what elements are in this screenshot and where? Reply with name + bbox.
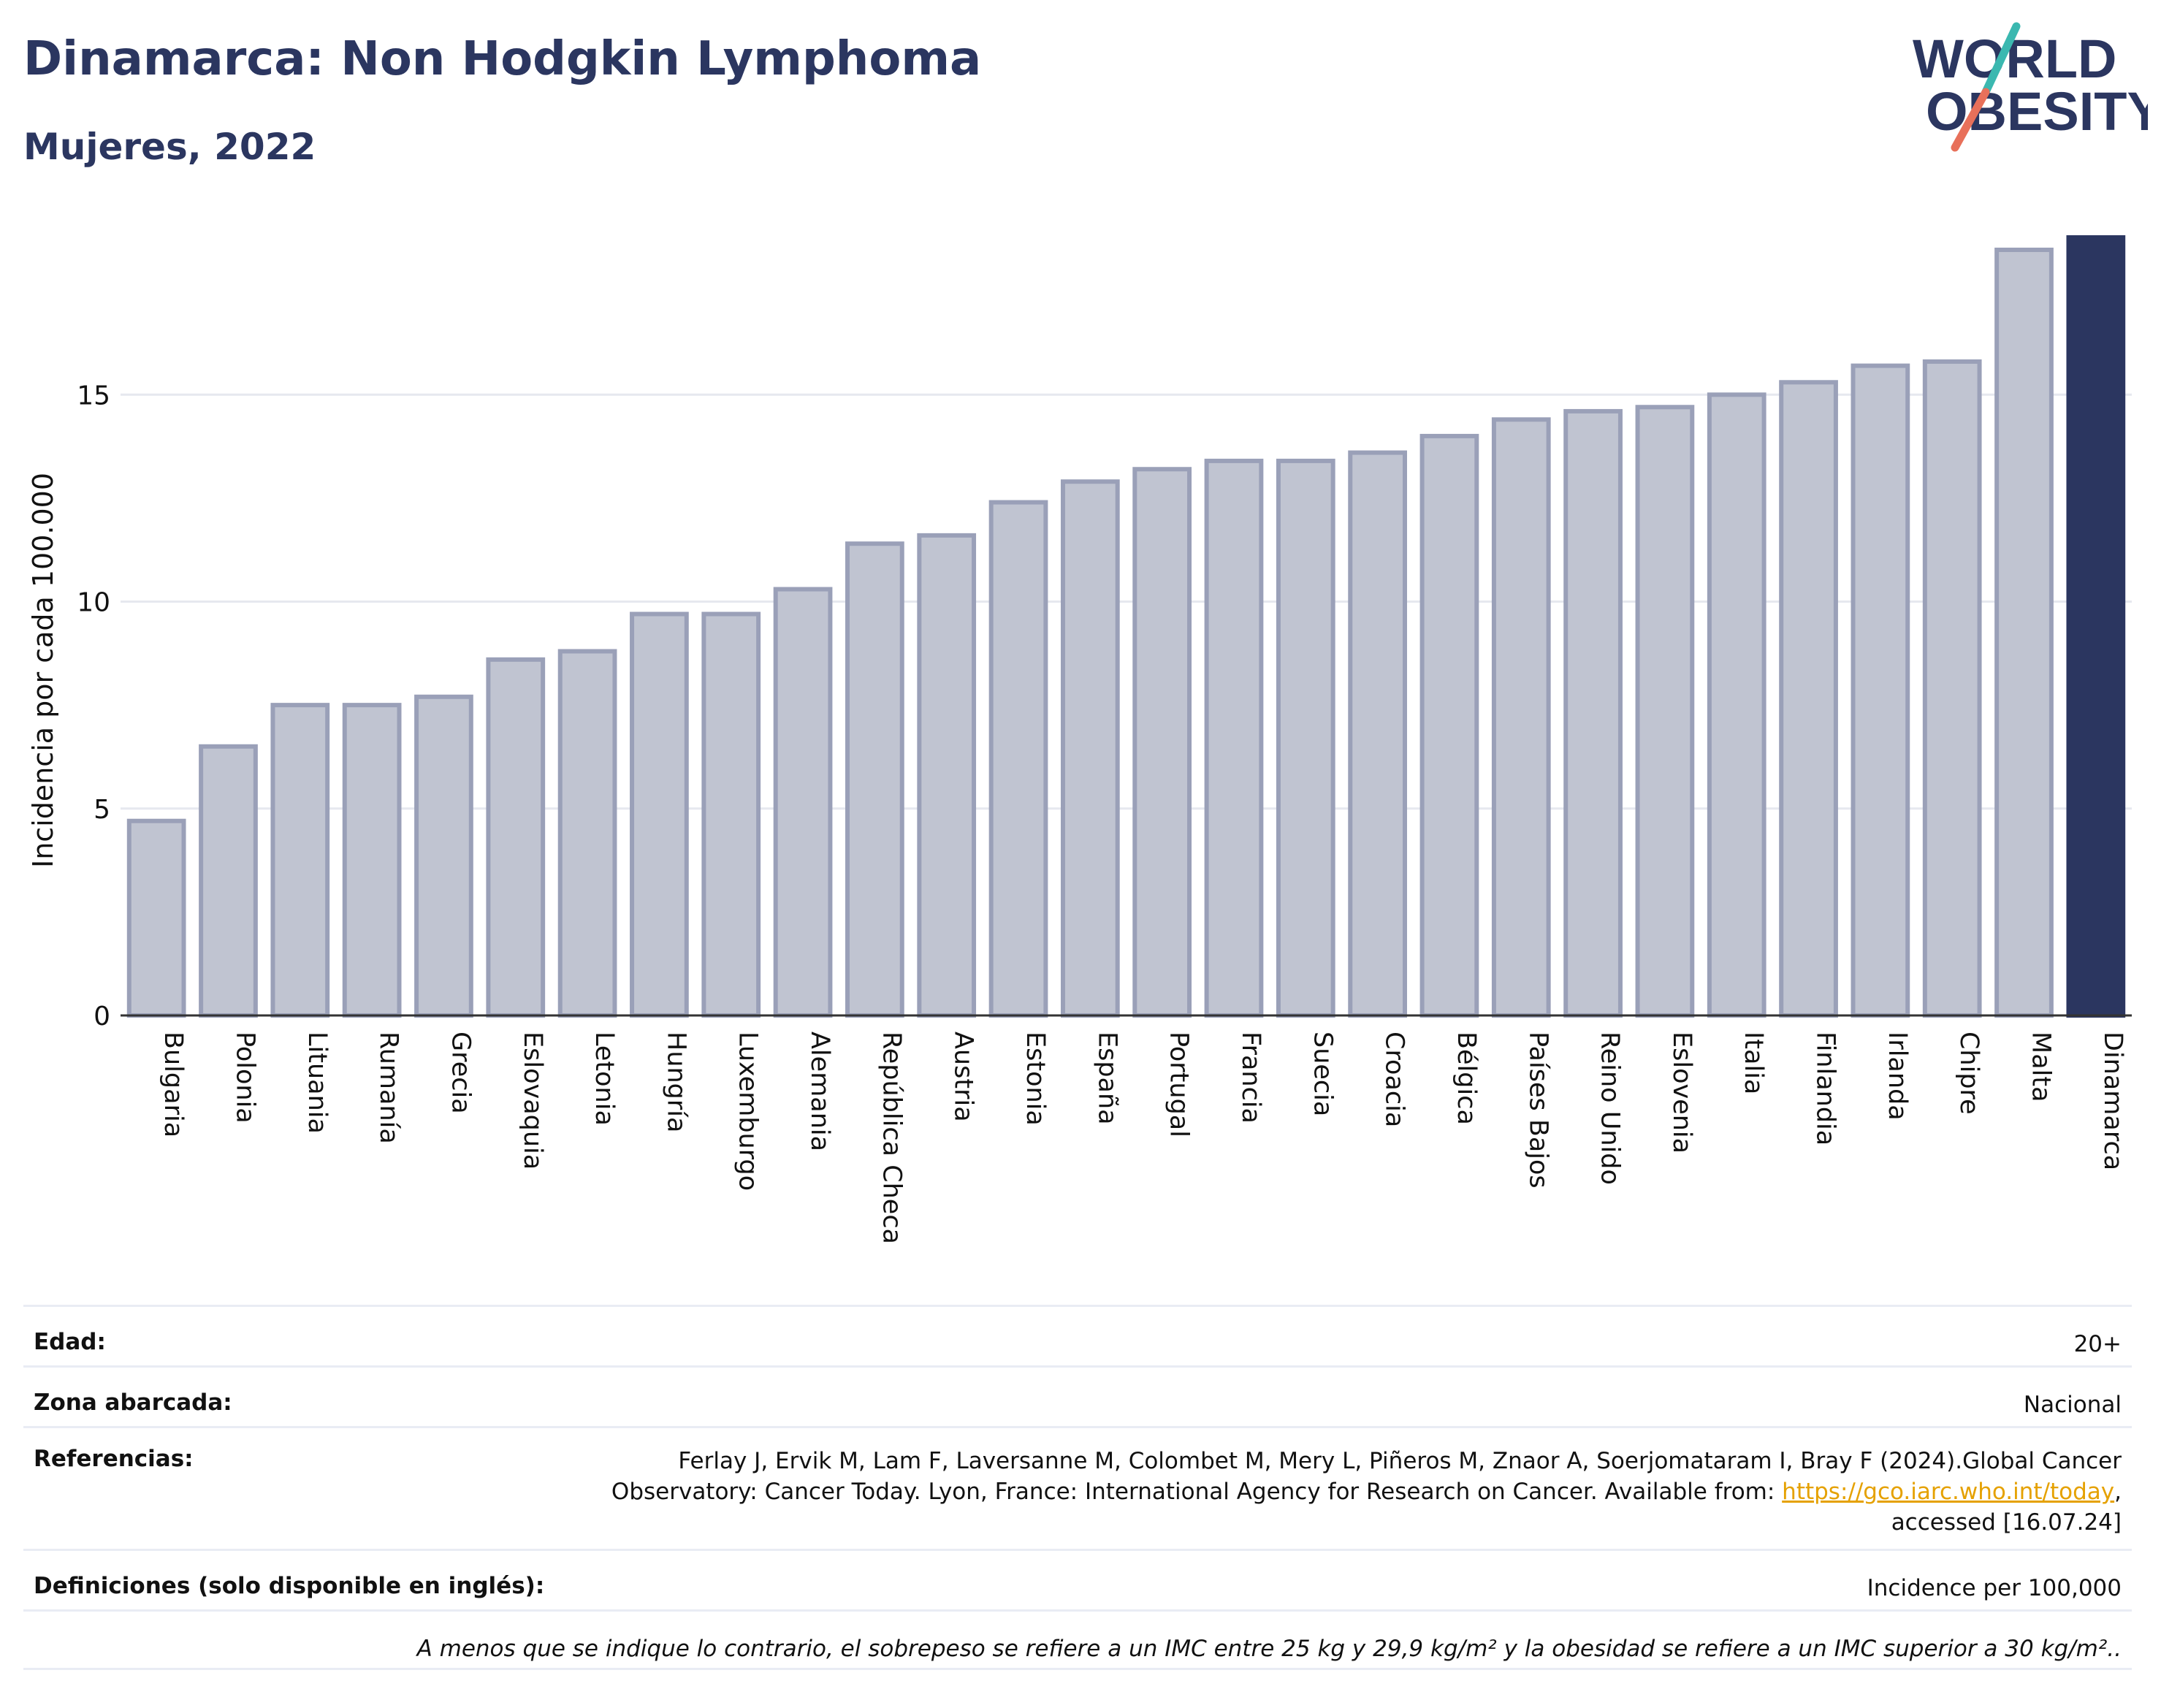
bar-luxemburgo[interactable] — [701, 611, 761, 1018]
bar-hungría[interactable] — [630, 611, 689, 1018]
x-tick-label: Rumanía — [374, 1032, 403, 1144]
page-subtitle: Mujeres, 2022 — [23, 126, 316, 168]
ref-link[interactable]: https://gco.iarc.who.int/today — [1782, 1479, 2115, 1505]
bar-chipre[interactable] — [1922, 359, 1982, 1018]
def-label: Definiciones (solo disponible en inglés)… — [34, 1573, 545, 1599]
x-tick-label: Polonia — [230, 1032, 259, 1124]
bar-dinamarca[interactable] — [2066, 235, 2126, 1018]
world-obesity-logo: WORLD OBESITY — [1913, 22, 2148, 152]
y-tick-label: 5 — [94, 795, 110, 825]
y-axis-label: Incidencia por cada 100.000 — [27, 473, 59, 868]
x-tick-label: Chipre — [1954, 1032, 1983, 1115]
x-tick-label: Dinamarca — [2098, 1032, 2127, 1170]
x-tick-label: Luxemburgo — [733, 1032, 763, 1191]
bars — [126, 235, 2126, 1018]
zona-label: Zona abarcada: — [34, 1389, 232, 1416]
bar-austria[interactable] — [917, 533, 977, 1018]
bar-países-bajos[interactable] — [1491, 417, 1551, 1018]
logo-slash-bottom — [1951, 88, 1990, 152]
x-tick-label: Alemania — [805, 1032, 834, 1151]
ref-line-2-text: Observatory: Cancer Today. Lyon, France:… — [611, 1479, 1783, 1505]
bar-malta[interactable] — [1994, 247, 2054, 1018]
x-tick-label: Hungría — [661, 1032, 690, 1132]
y-axis-ticks: 0 5 10 15 — [77, 381, 110, 1032]
bar-estonia[interactable] — [988, 500, 1048, 1018]
info-row-definiciones: Definiciones (solo disponible en inglés)… — [23, 1549, 2132, 1609]
bar-bulgaria[interactable] — [126, 818, 186, 1018]
bar-alemania[interactable] — [773, 587, 833, 1018]
y-tick-label: 0 — [94, 1002, 110, 1032]
x-tick-label: Eslovaquia — [518, 1032, 547, 1170]
y-tick-label: 15 — [77, 381, 110, 411]
bar-francia[interactable] — [1204, 458, 1264, 1018]
x-tick-label: Estonia — [1021, 1032, 1050, 1126]
bar-lituania[interactable] — [270, 703, 330, 1018]
x-tick-label: República Checa — [877, 1032, 906, 1244]
bar-eslovaquia[interactable] — [486, 657, 546, 1018]
bar-croacia[interactable] — [1348, 450, 1407, 1018]
x-axis-tick-labels: Bulgaria Polonia Lituania Rumanía Grecia Eslo… — [159, 1032, 2127, 1244]
ref-label: Referencias: — [34, 1446, 194, 1472]
info-row-note: A menos que se indique lo contrario, el … — [23, 1609, 2132, 1670]
ref-line-3: accessed [16.07.24] — [1891, 1509, 2122, 1536]
info-table: Edad: 20+ Zona abarcada: Nacional Refere… — [23, 1305, 2132, 1670]
info-row-zona: Zona abarcada: Nacional — [23, 1365, 2132, 1426]
bar-polonia[interactable] — [199, 744, 258, 1018]
x-tick-label: Países Bajos — [1523, 1032, 1552, 1189]
ref-line-2: Observatory: Cancer Today. Lyon, France:… — [611, 1476, 2122, 1507]
ref-line-1: Ferlay J, Ervik M, Lam F, Laversanne M, … — [678, 1448, 2122, 1474]
bar-españa[interactable] — [1060, 479, 1120, 1018]
bar-italia[interactable] — [1707, 392, 1766, 1018]
bar-letonia[interactable] — [557, 649, 617, 1018]
edad-value: 20+ — [2073, 1331, 2122, 1357]
x-tick-label: España — [1092, 1032, 1121, 1125]
x-tick-label: Grecia — [446, 1032, 475, 1114]
bar-república-checa[interactable] — [845, 541, 904, 1018]
bar-reino-unido[interactable] — [1563, 408, 1623, 1018]
zona-value: Nacional — [2023, 1392, 2122, 1418]
x-tick-label: Lituania — [302, 1032, 332, 1134]
x-tick-label: Suecia — [1308, 1032, 1337, 1116]
info-row-edad: Edad: 20+ — [23, 1305, 2132, 1365]
edad-label: Edad: — [34, 1329, 106, 1355]
x-tick-label: Francia — [1236, 1032, 1265, 1124]
x-tick-label: Finlandia — [1811, 1032, 1840, 1145]
ref-line-2-end: , — [2114, 1479, 2122, 1505]
x-tick-label: Croacia — [1380, 1032, 1409, 1127]
y-tick-label: 10 — [77, 588, 110, 618]
bar-grecia[interactable] — [414, 694, 473, 1018]
x-tick-label: Eslovenia — [1667, 1032, 1696, 1154]
bar-irlanda[interactable] — [1851, 363, 1910, 1018]
logo-slash-top — [1981, 22, 2021, 96]
def-value: Incidence per 100,000 — [1867, 1575, 2122, 1601]
x-tick-label: Reino Unido — [1596, 1032, 1625, 1185]
x-tick-label: Bélgica — [1452, 1032, 1481, 1125]
bar-portugal[interactable] — [1132, 467, 1192, 1018]
page-title: Dinamarca: Non Hodgkin Lymphoma — [23, 32, 982, 86]
bar-rumanía[interactable] — [342, 703, 402, 1018]
x-tick-label: Irlanda — [1883, 1032, 1912, 1121]
x-tick-label: Malta — [2027, 1032, 2056, 1102]
x-tick-label: Letonia — [590, 1032, 619, 1126]
bar-finlandia[interactable] — [1779, 380, 1838, 1018]
info-row-referencias: Referencias: Ferlay J, Ervik M, Lam F, L… — [23, 1426, 2132, 1549]
bar-bélgica[interactable] — [1419, 433, 1479, 1018]
bar-chart: 0 5 10 15 Bulgaria Polonia Lituania Rumanía Gre… — [27, 235, 2132, 1244]
x-tick-label: Italia — [1739, 1032, 1768, 1094]
ref-value: Ferlay J, Ervik M, Lam F, Laversanne M, … — [611, 1446, 2122, 1538]
bar-suecia[interactable] — [1276, 458, 1335, 1018]
bar-eslovenia[interactable] — [1635, 405, 1695, 1018]
x-tick-label: Bulgaria — [159, 1032, 188, 1137]
note-text: A menos que se indique lo contrario, el … — [416, 1636, 2122, 1662]
x-tick-label: Portugal — [1165, 1032, 1194, 1137]
x-tick-label: Austria — [949, 1032, 978, 1122]
